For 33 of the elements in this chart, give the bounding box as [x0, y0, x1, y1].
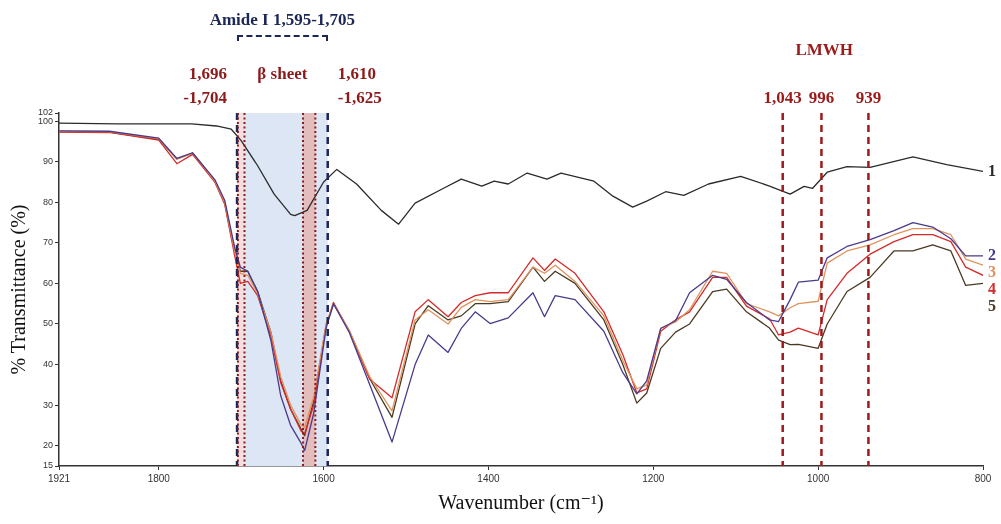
band-label: 1,696 -1,704 [183, 64, 228, 107]
y-tick-label: 70 [43, 237, 54, 248]
y-tick-label: 40 [43, 359, 54, 370]
x-tick-label: 1400 [477, 472, 501, 484]
x-tick-label: 1800 [147, 472, 171, 484]
y-tick-label: 60 [43, 277, 54, 288]
x-tick-label: 1921 [47, 472, 71, 484]
y-tick-label: 50 [43, 318, 54, 329]
ref-line-label: 1,043 [763, 88, 802, 107]
y-tick-label: 102 [37, 107, 54, 118]
ref-line-label: 996 [808, 88, 835, 107]
x-tick-label: 1000 [807, 472, 830, 484]
x-axis-title: Wavenumber (cm⁻¹) [438, 491, 604, 515]
series-label: 3 [988, 262, 996, 280]
x-tick-label: 1200 [642, 472, 665, 484]
text: LMWH [795, 40, 853, 59]
x-tick-label: 800 [974, 472, 992, 484]
y-tick-label: 90 [43, 156, 54, 167]
text: Amide I 1,595-1,705 [209, 10, 356, 29]
ref-line-label: 939 [855, 88, 882, 107]
y-axis-title: % Transmittance (%) [7, 204, 31, 375]
series-label: 5 [988, 296, 996, 314]
band-label: 1,610 -1,625 [337, 64, 382, 107]
x-tick-label: 1600 [312, 472, 336, 484]
band-label: β sheet [257, 64, 308, 83]
y-tick-label: 80 [43, 196, 54, 207]
series-label: 1 [988, 161, 996, 179]
y-tick-label: 100 [37, 115, 54, 126]
y-tick-label: 15 [43, 460, 54, 471]
y-tick-label: 30 [43, 399, 54, 410]
y-tick-label: 20 [43, 440, 54, 451]
series-label: 2 [988, 245, 996, 263]
series-label: 4 [988, 279, 996, 297]
